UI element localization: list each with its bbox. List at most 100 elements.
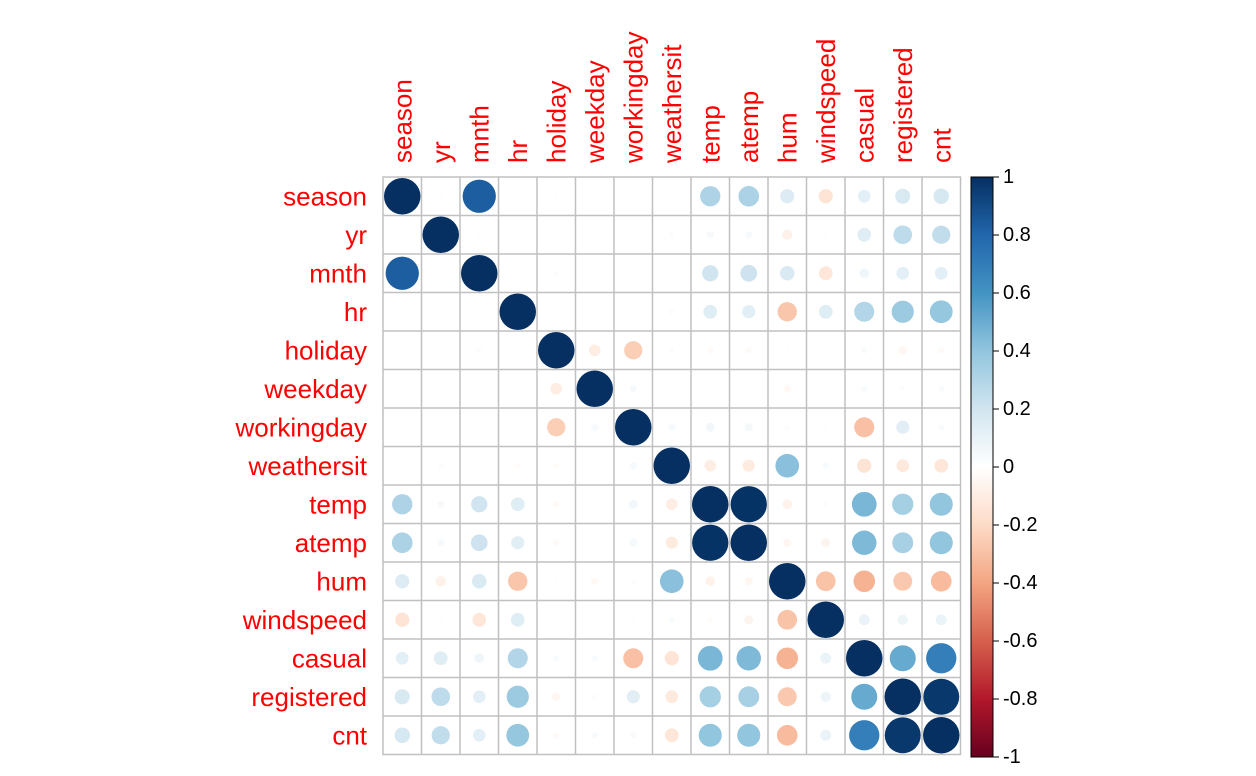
corr-circle-cnt-weathersit — [664, 728, 679, 743]
corr-circle-weathersit-cnt — [934, 458, 949, 473]
corr-circle-workingday-hum — [784, 424, 790, 430]
corr-circle-windspeed-cnt — [935, 614, 947, 626]
corr-circle-season-temp — [700, 186, 721, 207]
corr-circle-hum-workingday — [630, 578, 636, 584]
row-label-windspeed: windspeed — [242, 605, 367, 635]
corr-circle-weekday-weekday — [576, 370, 613, 407]
corr-circle-mnth-casual — [859, 268, 870, 279]
corr-circle-weathersit-hum — [775, 453, 800, 478]
corr-circle-hum-mnth — [471, 573, 487, 589]
corr-circle-season-season — [384, 178, 421, 215]
colorbar: 1 0.8 0.6 0.4 0.2 0 -0.2 -0.4 -0.6 -0.8 -1 — [970, 166, 1037, 768]
corr-circle-hr-cnt — [929, 300, 953, 324]
corr-circle-registered-casual — [851, 683, 878, 710]
column-label-casual: casual — [849, 88, 879, 163]
corr-circle-weekday-hum — [783, 385, 791, 393]
corr-circle-holiday-atemp — [745, 347, 752, 354]
corr-circle-yr-yr — [422, 216, 459, 253]
corr-circle-cnt-season — [394, 727, 410, 743]
corr-circle-weekday-registered — [900, 386, 906, 392]
corr-circle-holiday-weekday — [588, 344, 601, 357]
column-label-hr: hr — [503, 140, 533, 163]
colorbar-tick-label: -0.6 — [1003, 630, 1037, 652]
corr-circle-atemp-temp — [692, 524, 729, 561]
corr-circle-cnt-holiday — [553, 732, 560, 739]
corr-circle-registered-cnt — [923, 678, 960, 715]
corr-circle-hr-temp — [703, 304, 718, 319]
corr-circle-weathersit-weathersit — [653, 447, 690, 484]
corr-circle-windspeed-mnth — [472, 612, 487, 627]
corr-circle-workingday-cnt — [938, 424, 945, 431]
corr-circle-hr-casual — [854, 301, 875, 322]
corr-circle-registered-yr — [431, 687, 451, 707]
row-label-registered: registered — [251, 682, 367, 712]
corr-circle-workingday-weathersit — [668, 423, 676, 431]
corr-circle-casual-casual — [846, 640, 883, 677]
corr-circle-weathersit-season — [400, 463, 405, 468]
corr-circle-hum-temp — [705, 576, 716, 587]
corr-circle-weekday-casual — [861, 385, 868, 392]
corr-circle-hr-mnth — [477, 309, 482, 314]
corr-circle-season-atemp — [738, 185, 760, 207]
corr-circle-mnth-weathersit — [669, 271, 674, 276]
corr-circle-atemp-season — [391, 532, 413, 554]
corr-circle-hum-registered — [893, 571, 913, 591]
corr-circle-yr-hum — [782, 229, 793, 240]
corr-circle-atemp-weekday — [592, 540, 597, 545]
corr-circle-hr-season — [400, 309, 405, 314]
corr-circle-registered-registered — [884, 678, 921, 715]
corr-circle-casual-mnth — [474, 653, 485, 664]
corr-circle-mnth-cnt — [934, 266, 948, 280]
corr-circle-temp-hum — [782, 499, 793, 510]
corr-circle-atemp-holiday — [553, 539, 560, 546]
colorbar-tick-label: 0.8 — [1003, 224, 1031, 246]
column-label-mnth: mnth — [464, 105, 494, 163]
column-label-atemp: atemp — [734, 91, 764, 163]
column-label-workingday: workingday — [618, 31, 648, 164]
corr-circle-cnt-mnth — [472, 728, 486, 742]
corr-circle-windspeed-weekday — [592, 617, 597, 622]
corr-circle-season-casual — [857, 189, 871, 203]
corr-circle-yr-registered — [893, 225, 913, 245]
corr-circle-workingday-season — [400, 425, 405, 430]
corr-circle-registered-workingday — [626, 690, 640, 704]
corr-circle-temp-temp — [692, 486, 729, 523]
corr-circle-atemp-weathersit — [665, 536, 678, 549]
row-label-cnt: cnt — [332, 720, 367, 750]
corr-circle-temp-casual — [851, 491, 877, 517]
colorbar-tick-label: -0.4 — [1003, 572, 1037, 594]
corr-circle-cnt-hr — [506, 723, 530, 747]
corr-circle-season-registered — [895, 188, 911, 204]
corr-circle-hum-weekday — [591, 577, 599, 585]
corr-circle-registered-temp — [699, 686, 721, 708]
corr-circle-registered-mnth — [472, 690, 486, 704]
corr-circle-temp-workingday — [628, 499, 638, 509]
corr-circle-windspeed-season — [395, 612, 410, 627]
column-labels: season yr mnth hr holiday weekday workingday we… — [387, 31, 956, 164]
corr-circle-season-weathersit — [669, 194, 674, 199]
corr-circle-weathersit-windspeed — [822, 462, 829, 469]
circles — [384, 178, 960, 754]
corr-circle-casual-hum — [776, 647, 799, 670]
corr-circle-season-holiday — [554, 194, 559, 199]
corr-circle-mnth-temp — [702, 265, 719, 282]
corr-circle-holiday-temp — [707, 347, 714, 354]
corr-circle-atemp-windspeed — [821, 538, 831, 548]
corr-circle-temp-registered — [892, 493, 914, 515]
corr-circle-holiday-mnth — [476, 347, 482, 353]
corr-circle-season-mnth — [462, 179, 496, 213]
corr-circle-mnth-season — [385, 256, 419, 290]
corr-circle-season-hr — [515, 194, 520, 199]
corr-circle-registered-hr — [506, 685, 529, 708]
corr-circle-temp-windspeed — [823, 501, 829, 507]
corr-circle-casual-yr — [433, 651, 448, 666]
corr-circle-casual-weekday — [591, 655, 598, 662]
corr-circle-holiday-season — [400, 348, 405, 353]
corr-circle-yr-cnt — [932, 225, 951, 244]
corr-circle-windspeed-hum — [777, 609, 798, 630]
corr-circle-cnt-registered — [884, 717, 921, 754]
corr-circle-holiday-registered — [898, 346, 907, 355]
corr-circle-temp-cnt — [929, 492, 953, 516]
corr-circle-hr-atemp — [742, 305, 756, 319]
corr-circle-casual-workingday — [623, 648, 644, 669]
